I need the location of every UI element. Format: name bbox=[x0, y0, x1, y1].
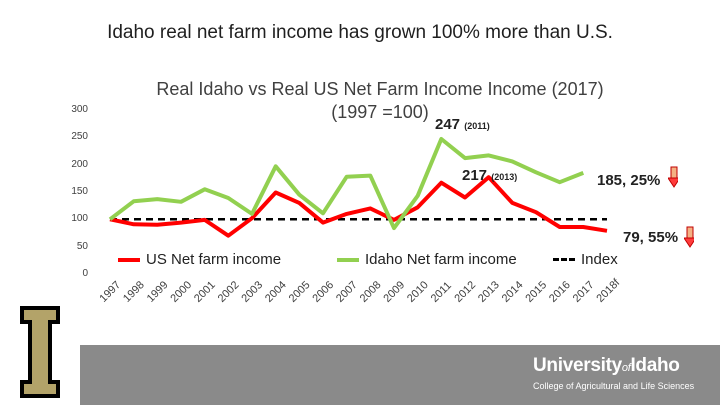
legend-swatch-idaho bbox=[337, 257, 359, 262]
arrow-down-icon bbox=[684, 226, 694, 248]
y-tick-label: 250 bbox=[71, 131, 88, 143]
y-tick-label: 200 bbox=[71, 158, 88, 170]
x-tick-label: 2004 bbox=[263, 279, 289, 305]
annotation-2011: 247 (2011) bbox=[435, 116, 490, 133]
x-tick-label: 2005 bbox=[287, 279, 313, 305]
x-tick-label: 2014 bbox=[500, 279, 526, 305]
x-tick-label: 2009 bbox=[381, 279, 407, 305]
college-name: College of Agricultural and Life Science… bbox=[533, 381, 695, 391]
legend-label-index: Index bbox=[581, 251, 618, 268]
idaho-i-logo bbox=[0, 300, 80, 405]
x-tick-label: 2003 bbox=[239, 279, 265, 305]
x-tick-label: 1997 bbox=[97, 279, 123, 305]
x-tick-label: 2018f bbox=[594, 276, 623, 305]
legend-label-idaho: Idaho Net farm income bbox=[365, 251, 517, 268]
y-tick-label: 300 bbox=[71, 104, 88, 115]
annotation-2017-idaho: 185, 25% bbox=[597, 172, 661, 189]
y-tick-label: 100 bbox=[71, 213, 88, 225]
x-tick-label: 2017 bbox=[571, 279, 597, 305]
chart-title: Real Idaho vs Real US Net Farm Income In… bbox=[100, 78, 660, 124]
x-tick-label: 2016 bbox=[547, 279, 573, 305]
x-tick-label: 2010 bbox=[405, 279, 431, 305]
x-tick-label: 1999 bbox=[145, 279, 171, 305]
arrow-up-icon bbox=[668, 166, 678, 188]
y-tick-label: 0 bbox=[82, 268, 88, 279]
x-tick-label: 2000 bbox=[168, 279, 194, 305]
legend-label-us: US Net farm income bbox=[146, 251, 282, 268]
annotation-2013: 217 (2013) bbox=[462, 167, 518, 184]
x-tick-label: 2011 bbox=[429, 280, 454, 305]
x-tick-label: 1998 bbox=[121, 279, 147, 305]
series-line-0 bbox=[109, 175, 608, 238]
x-tick-label: 2015 bbox=[523, 279, 549, 305]
chart-subtitle: (1997 =100) bbox=[331, 102, 429, 122]
legend-item-us: US Net farm income bbox=[118, 251, 281, 268]
legend-swatch-index bbox=[553, 258, 575, 261]
legend-item-index: Index bbox=[553, 251, 618, 268]
legend-item-idaho: Idaho Net farm income bbox=[337, 251, 517, 268]
x-tick-label: 2002 bbox=[216, 279, 242, 305]
x-tick-label: 2006 bbox=[310, 279, 336, 305]
university-name: UniversityofIdaho bbox=[533, 355, 680, 376]
footer-bar bbox=[0, 345, 720, 405]
slide-title: Idaho real net farm income has grown 100… bbox=[107, 22, 613, 43]
x-tick-label: 2001 bbox=[192, 279, 218, 305]
chart-title-main: Real Idaho vs Real US Net Farm Income In… bbox=[156, 79, 604, 99]
x-tick-label: 2008 bbox=[358, 279, 384, 305]
x-tick-label: 2012 bbox=[452, 279, 478, 305]
y-tick-label: 150 bbox=[71, 186, 88, 197]
y-tick-label: 50 bbox=[76, 240, 88, 252]
annotation-2018-us: 79, 55% bbox=[623, 229, 679, 246]
x-tick-label: 2013 bbox=[476, 279, 502, 305]
x-tick-label: 2007 bbox=[334, 279, 360, 305]
legend-swatch-us bbox=[118, 257, 140, 262]
